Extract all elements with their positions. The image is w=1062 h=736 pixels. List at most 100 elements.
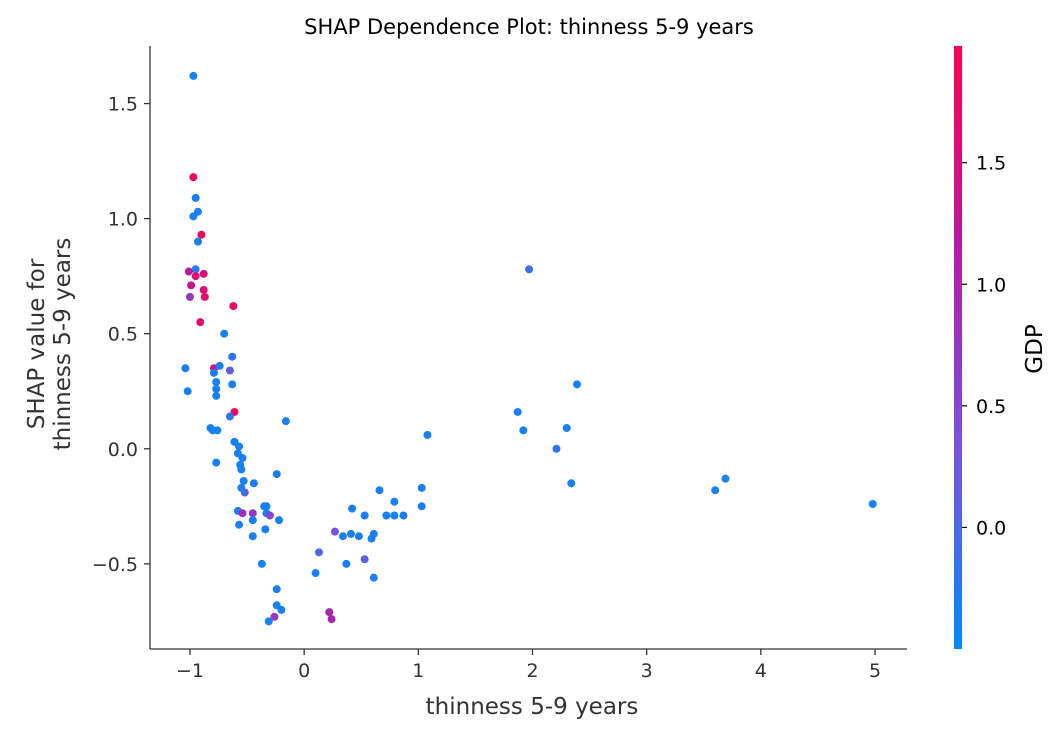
scatter-point-7 <box>191 265 200 274</box>
scatter-point-66 <box>314 548 323 557</box>
x-tick-label: 4 <box>755 660 767 682</box>
scatter-point-63 <box>270 612 279 621</box>
x-tick-label: 5 <box>869 660 881 682</box>
scatter-point-2 <box>191 193 200 202</box>
x-tick-label: 1 <box>412 660 424 682</box>
colorbar-tick-label: 1.5 <box>976 153 1006 175</box>
scatter-point-58 <box>248 532 257 541</box>
scatter-point-68 <box>327 615 336 624</box>
scatter-point-89 <box>519 426 528 435</box>
scatter-point-81 <box>382 511 391 520</box>
scatter-point-27 <box>183 387 192 396</box>
scatter-point-90 <box>525 265 534 274</box>
scatter-point-11 <box>187 281 196 290</box>
scatter-point-73 <box>348 504 357 513</box>
y-ticks: −0.5 0.0 0.5 1.0 1.5 <box>92 94 150 576</box>
scatter-point-83 <box>390 511 399 520</box>
scatter-point-70 <box>338 532 347 541</box>
scatter-point-10 <box>191 272 200 281</box>
scatter-point-75 <box>360 511 369 520</box>
scatter-point-1 <box>189 173 198 182</box>
scatter-point-52 <box>248 509 257 518</box>
scatter-point-46 <box>240 488 249 497</box>
scatter-point-53 <box>265 511 274 520</box>
x-tick-label: 3 <box>641 660 653 682</box>
scatter-point-38 <box>238 453 247 462</box>
scatter-point-76 <box>360 555 369 564</box>
scatter-point-13 <box>185 292 194 301</box>
scatter-point-25 <box>228 380 237 389</box>
scatter-point-84 <box>399 511 408 520</box>
colorbar-ticks: 0.0 0.5 1.0 1.5 <box>962 153 1006 539</box>
scatter-point-36 <box>235 442 244 451</box>
scatter-point-93 <box>567 479 576 488</box>
scatter-point-92 <box>562 424 571 433</box>
scatter-point-41 <box>237 465 246 474</box>
y-axis-title-line-1: SHAP value for <box>24 258 50 429</box>
scatter-point-87 <box>423 430 432 439</box>
scatter-point-0 <box>189 71 198 80</box>
scatter-point-23 <box>225 366 234 375</box>
scatter-point-9 <box>199 269 208 278</box>
scatter-point-57 <box>261 525 270 534</box>
scatter-point-72 <box>346 529 355 538</box>
scatter-point-8 <box>184 267 193 276</box>
scatter-point-97 <box>868 500 877 509</box>
colorbar-title: GDP <box>1022 324 1048 374</box>
x-axis-title: thinness 5-9 years <box>426 694 639 720</box>
scatter-point-51 <box>238 509 247 518</box>
y-tick-label: 0.5 <box>108 324 138 346</box>
scatter-point-16 <box>196 318 205 327</box>
scatter-point-30 <box>225 412 234 421</box>
scatter-point-15 <box>229 302 238 311</box>
scatter-point-17 <box>220 329 229 338</box>
scatter-point-44 <box>249 479 258 488</box>
scatter-point-79 <box>369 573 378 582</box>
scatter-point-24 <box>212 378 221 387</box>
scatter-point-62 <box>277 605 286 614</box>
scatter-point-65 <box>311 569 320 578</box>
scatter-point-19 <box>181 364 190 373</box>
scatter-point-43 <box>239 476 248 485</box>
x-ticks: −1 0 1 2 3 4 5 <box>176 649 881 682</box>
points-layer <box>181 71 877 626</box>
y-axis-title-line-2: thinness 5-9 years <box>50 238 76 451</box>
x-tick-label: −1 <box>176 660 204 682</box>
colorbar-tick-label: 0.0 <box>976 517 1006 539</box>
scatter-point-26 <box>212 384 221 393</box>
scatter-point-69 <box>330 527 339 536</box>
scatter-point-91 <box>552 444 561 453</box>
scatter-point-59 <box>257 559 266 568</box>
scatter-point-34 <box>208 426 217 435</box>
scatter-point-96 <box>721 474 730 483</box>
scatter-point-80 <box>375 486 384 495</box>
scatter-point-56 <box>235 520 244 529</box>
scatter-point-94 <box>573 380 582 389</box>
scatter-point-85 <box>417 483 426 492</box>
scatter-point-82 <box>390 497 399 506</box>
scatter-point-54 <box>248 516 257 525</box>
scatter-point-55 <box>275 516 284 525</box>
y-tick-label: 1.0 <box>108 209 138 231</box>
scatter-point-39 <box>212 458 221 467</box>
scatter-point-78 <box>369 529 378 538</box>
chart-title: SHAP Dependence Plot: thinness 5-9 years <box>304 15 754 39</box>
scatter-point-5 <box>197 230 206 239</box>
scatter-point-4 <box>189 212 198 221</box>
scatter-point-14 <box>200 292 209 301</box>
scatter-point-18 <box>228 352 237 361</box>
y-tick-label: −0.5 <box>92 554 138 576</box>
scatter-point-21 <box>215 361 224 370</box>
scatter-point-22 <box>209 368 218 377</box>
scatter-point-12 <box>199 285 208 294</box>
y-tick-label: 0.0 <box>108 439 138 461</box>
scatter-point-67 <box>325 608 334 617</box>
colorbar-tick-label: 1.0 <box>976 274 1006 296</box>
colorbar-tick-label: 0.5 <box>976 396 1006 418</box>
y-tick-label: 1.5 <box>108 94 138 116</box>
scatter-point-31 <box>281 417 290 426</box>
scatter-point-6 <box>193 237 202 246</box>
colorbar <box>954 46 962 649</box>
scatter-point-88 <box>513 407 522 416</box>
